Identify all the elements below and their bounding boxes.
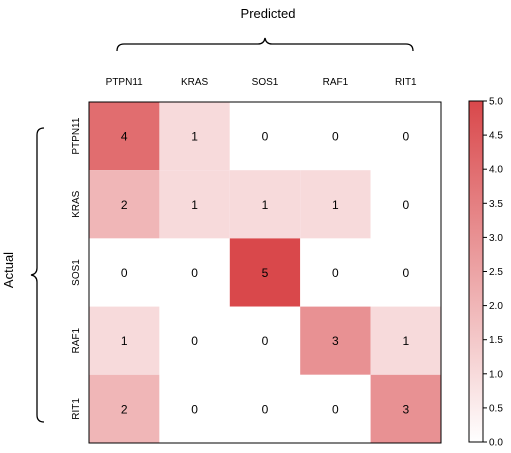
predicted-brace — [116, 37, 414, 52]
heatmap-cell — [89, 102, 160, 171]
y-tick-label: SOS1 — [71, 259, 82, 286]
heatmap-cell — [89, 374, 160, 443]
cell-value-label: 1 — [191, 198, 198, 212]
x-tick-labels: PTPN11 KRAS SOS1 RAF1 RIT1 — [106, 77, 417, 88]
cell-value-label: 4 — [121, 130, 128, 144]
heatmap-cell — [159, 102, 230, 171]
heatmap-cell — [370, 374, 441, 443]
heatmap-cell — [300, 238, 371, 307]
heatmap-cell — [229, 306, 301, 375]
cell-value-label: 1 — [191, 130, 198, 144]
heatmap-cell — [300, 306, 371, 375]
colorbar-tick-label: 5.0 — [489, 97, 503, 108]
colorbar — [468, 100, 484, 443]
y-tick-label: RAF1 — [71, 327, 82, 353]
heatmap-cell — [89, 306, 160, 375]
x-tick-label: PTPN11 — [106, 77, 143, 88]
heatmap-cell — [229, 102, 301, 171]
y-tick-label: RIT1 — [71, 398, 82, 420]
colorbar-tick-label: 4.5 — [489, 131, 503, 142]
cell-value-label: 0 — [402, 266, 409, 280]
heatmap-cells: 4 1 0 0 0 2 1 1 1 0 0 0 5 0 0 1 0 0 3 1 2 0 0 0 3 — [89, 102, 441, 443]
colorbar-ticks: 0.0 0.5 1.0 1.5 2.0 2.5 3.0 3.5 4.0 4.5 5.0 — [483, 97, 503, 449]
heatmap-cell — [159, 306, 230, 375]
cell-value-label: 0 — [121, 266, 128, 280]
cell-value-label: 1 — [332, 198, 339, 212]
colorbar-tick-label: 4.0 — [489, 165, 503, 176]
heatmap-cell — [159, 170, 230, 239]
heatmap-cell — [370, 238, 441, 307]
y-tick-labels: PTPN11 KRAS SOS1 RAF1 RIT1 — [71, 117, 82, 420]
heatmap-cell — [300, 170, 371, 239]
cell-value-label: 0 — [191, 402, 198, 416]
cell-value-label: 0 — [191, 334, 198, 348]
cell-value-label: 0 — [332, 402, 339, 416]
cell-value-label: 3 — [332, 334, 339, 348]
heatmap-cell — [229, 374, 301, 443]
heatmap-cell — [159, 374, 230, 443]
colorbar-tick-label: 1.0 — [489, 369, 503, 380]
cell-value-label: 0 — [262, 130, 269, 144]
x-tick-label: KRAS — [181, 77, 209, 88]
cell-value-label: 0 — [332, 130, 339, 144]
heatmap-cell — [370, 306, 441, 375]
cell-value-label: 0 — [402, 130, 409, 144]
colorbar-tick-label: 1.5 — [489, 335, 503, 346]
cell-value-label: 2 — [121, 402, 128, 416]
x-tick-label: RIT1 — [395, 77, 417, 88]
colorbar-tick-label: 2.5 — [489, 267, 503, 278]
actual-brace — [30, 127, 45, 423]
heatmap-cell — [300, 102, 371, 171]
heatmap-cell — [89, 170, 160, 239]
cell-value-label: 0 — [191, 266, 198, 280]
y-tick-label: PTPN11 — [71, 117, 82, 154]
colorbar-tick-label: 3.5 — [489, 199, 503, 210]
cell-value-label: 0 — [262, 334, 269, 348]
heatmap-frame — [88, 101, 442, 444]
heatmap-cell — [89, 238, 160, 307]
cell-value-label: 1 — [121, 334, 128, 348]
cell-value-label: 0 — [262, 402, 269, 416]
cell-value-label: 0 — [332, 266, 339, 280]
colorbar-tick-label: 2.0 — [489, 301, 503, 312]
heatmap-cell — [370, 170, 441, 239]
y-tick-label: KRAS — [71, 190, 82, 218]
colorbar-tick-label: 0.5 — [489, 403, 503, 414]
heatmap-cell — [300, 374, 371, 443]
cell-value-label: 1 — [262, 198, 269, 212]
heatmap-cell — [159, 238, 230, 307]
x-tick-label: SOS1 — [252, 77, 279, 88]
heatmap-cell — [229, 238, 301, 307]
heatmap-cell — [229, 170, 301, 239]
colorbar-tick-label: 3.0 — [489, 233, 503, 244]
cell-value-label: 0 — [402, 198, 409, 212]
cell-value-label: 2 — [121, 198, 128, 212]
x-tick-label: RAF1 — [323, 77, 349, 88]
heatmap-cell — [370, 102, 441, 171]
x-axis-title: Predicted — [241, 6, 296, 21]
colorbar-tick-label: 0.0 — [489, 438, 503, 449]
cell-value-label: 5 — [262, 266, 269, 280]
cell-value-label: 3 — [402, 402, 409, 416]
cell-value-label: 1 — [402, 334, 409, 348]
y-axis-title: Actual — [1, 252, 16, 288]
